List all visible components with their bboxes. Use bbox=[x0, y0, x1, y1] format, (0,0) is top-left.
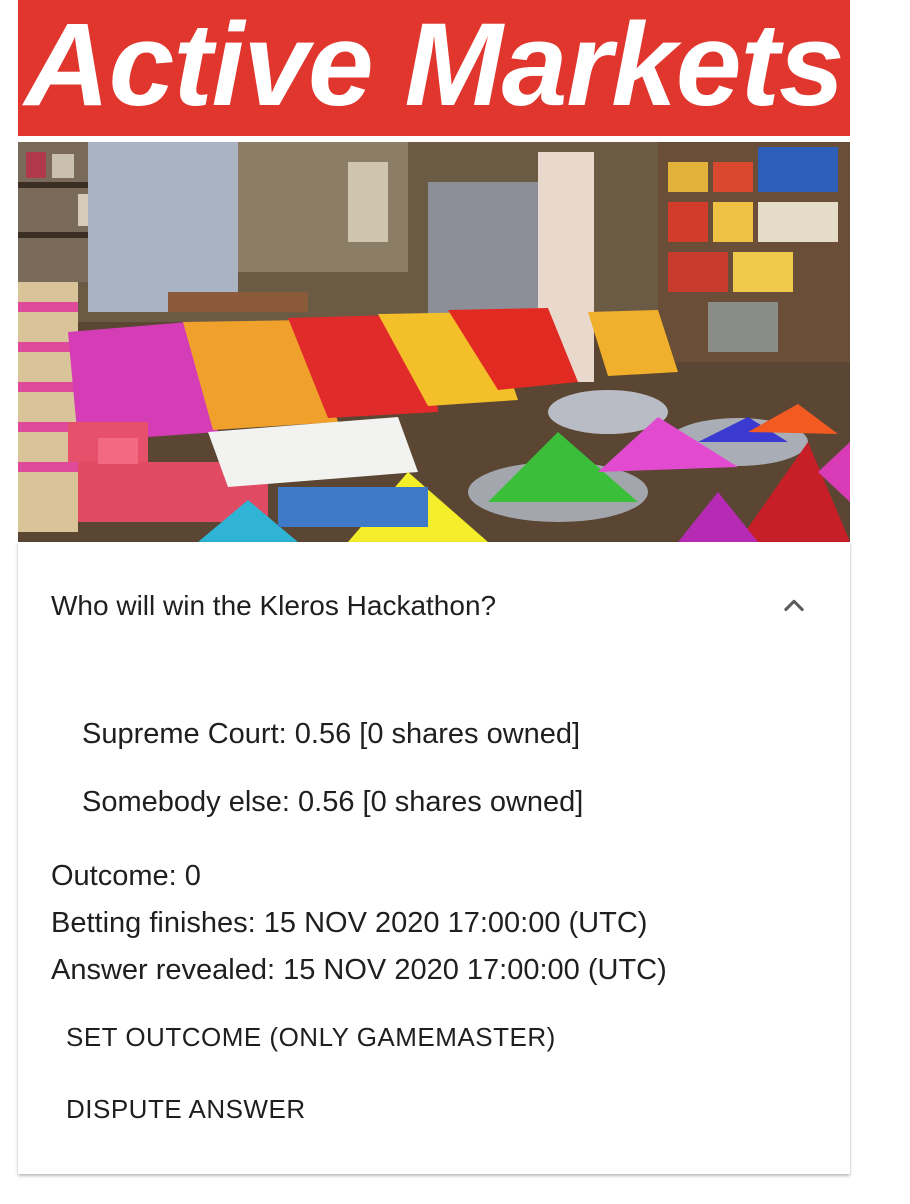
collapse-button[interactable] bbox=[774, 588, 814, 624]
dispute-answer-button[interactable]: DISPUTE ANSWER bbox=[48, 1086, 324, 1133]
option-somebody-else[interactable]: Somebody else: 0.56 [0 shares owned] bbox=[82, 786, 584, 818]
set-outcome-button[interactable]: SET OUTCOME (ONLY GAMEMASTER) bbox=[48, 1014, 574, 1061]
option-supreme-court[interactable]: Supreme Court: 0.56 [0 shares owned] bbox=[82, 718, 581, 750]
spice-market-image bbox=[18, 142, 850, 542]
outcome-text: Outcome: 0 bbox=[51, 860, 201, 892]
banner-title: Active Markets bbox=[24, 0, 845, 131]
market-card: Who will win the Kleros Hackathon? Supre… bbox=[18, 542, 850, 1174]
betting-finishes-text: Betting finishes: 15 NOV 2020 17:00:00 (… bbox=[51, 907, 648, 939]
chevron-up-icon bbox=[784, 599, 804, 612]
market-question: Who will win the Kleros Hackathon? bbox=[51, 590, 497, 621]
market-photo bbox=[18, 142, 850, 542]
active-markets-banner: Active Markets bbox=[18, 0, 850, 136]
answer-revealed-text: Answer revealed: 15 NOV 2020 17:00:00 (U… bbox=[51, 954, 667, 986]
